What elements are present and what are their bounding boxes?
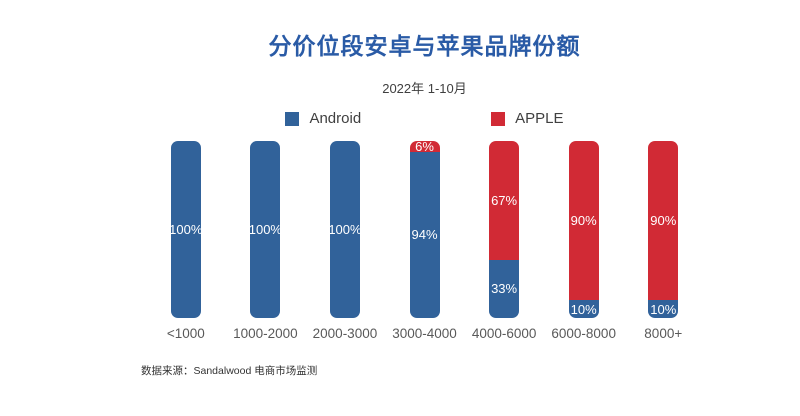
- legend-label-android: Android: [309, 110, 362, 127]
- bar-column: 6% 94% 3000-4000: [385, 141, 465, 341]
- bar-value-label: 10%: [570, 301, 597, 317]
- legend-label-apple: APPLE: [515, 110, 564, 127]
- bar-column: 100% 2000-3000: [305, 141, 385, 341]
- x-axis-label: 8000+: [644, 326, 683, 341]
- bar-column: 67% 33% 4000-6000: [464, 141, 544, 341]
- bar-value-label: 100%: [250, 222, 281, 237]
- bar-value-label: 100%: [329, 222, 360, 237]
- bar-segment-apple: 90%: [648, 141, 679, 301]
- x-axis-label: 4000-6000: [471, 326, 537, 341]
- x-axis-label: 6000-8000: [551, 326, 616, 341]
- bar-segment-android: 10%: [648, 300, 679, 318]
- x-axis-label: 1000-2000: [233, 326, 298, 341]
- bar-segment-android: 100%: [170, 141, 201, 318]
- bar-column: 90% 10% 8000+: [623, 141, 703, 341]
- chart-title: 分价位段安卓与苹果品牌份额: [268, 33, 581, 59]
- source-note: 数据来源：Sandalwood 电商市场监测: [141, 365, 318, 377]
- apple-swatch-icon: [491, 111, 506, 126]
- x-axis-label: <1000: [166, 326, 205, 341]
- legend: Android APPLE: [49, 110, 800, 127]
- bar-column: 100% 1000-2000: [226, 141, 306, 341]
- bar-value-label: 94%: [411, 227, 438, 243]
- stacked-bar: 90% 10%: [568, 141, 599, 318]
- stacked-bar: 90% 10%: [648, 141, 679, 318]
- stacked-bar: 6% 94%: [409, 141, 440, 318]
- x-axis-label: 2000-3000: [312, 326, 378, 341]
- legend-item-apple: APPLE: [491, 110, 564, 127]
- bar-segment-android: 10%: [568, 300, 599, 318]
- bar-segment-apple: 6%: [409, 141, 440, 152]
- stacked-bar: 100%: [170, 141, 201, 318]
- stacked-bar-chart: 100% <1000 100% 1000-2000 100% 2000-3000 6% 94%…: [146, 141, 703, 341]
- bar-value-label: 67%: [491, 192, 518, 208]
- bar-segment-android: 94%: [409, 151, 440, 318]
- bar-column: 100% <1000: [146, 141, 226, 341]
- stacked-bar: 100%: [329, 141, 360, 318]
- stacked-bar: 67% 33%: [489, 141, 520, 318]
- bar-value-label: 90%: [570, 213, 597, 229]
- chart-subtitle: 2022年 1-10月: [382, 81, 467, 96]
- bar-value-label: 100%: [170, 222, 201, 237]
- bar-value-label: 10%: [650, 301, 677, 317]
- bar-segment-android: 100%: [250, 141, 281, 318]
- bar-segment-android: 100%: [329, 141, 360, 318]
- bar-value-label: 33%: [491, 281, 518, 297]
- bar-value-label: 6%: [415, 141, 434, 152]
- bar-segment-apple: 90%: [568, 141, 599, 301]
- stacked-bar: 100%: [250, 141, 281, 318]
- bar-column: 90% 10% 6000-8000: [544, 141, 624, 341]
- bar-value-label: 90%: [650, 213, 677, 229]
- android-swatch-icon: [285, 111, 300, 126]
- bar-segment-android: 33%: [489, 259, 520, 318]
- bar-segment-apple: 67%: [489, 141, 520, 260]
- legend-item-android: Android: [285, 110, 361, 127]
- x-axis-label: 3000-4000: [392, 326, 457, 341]
